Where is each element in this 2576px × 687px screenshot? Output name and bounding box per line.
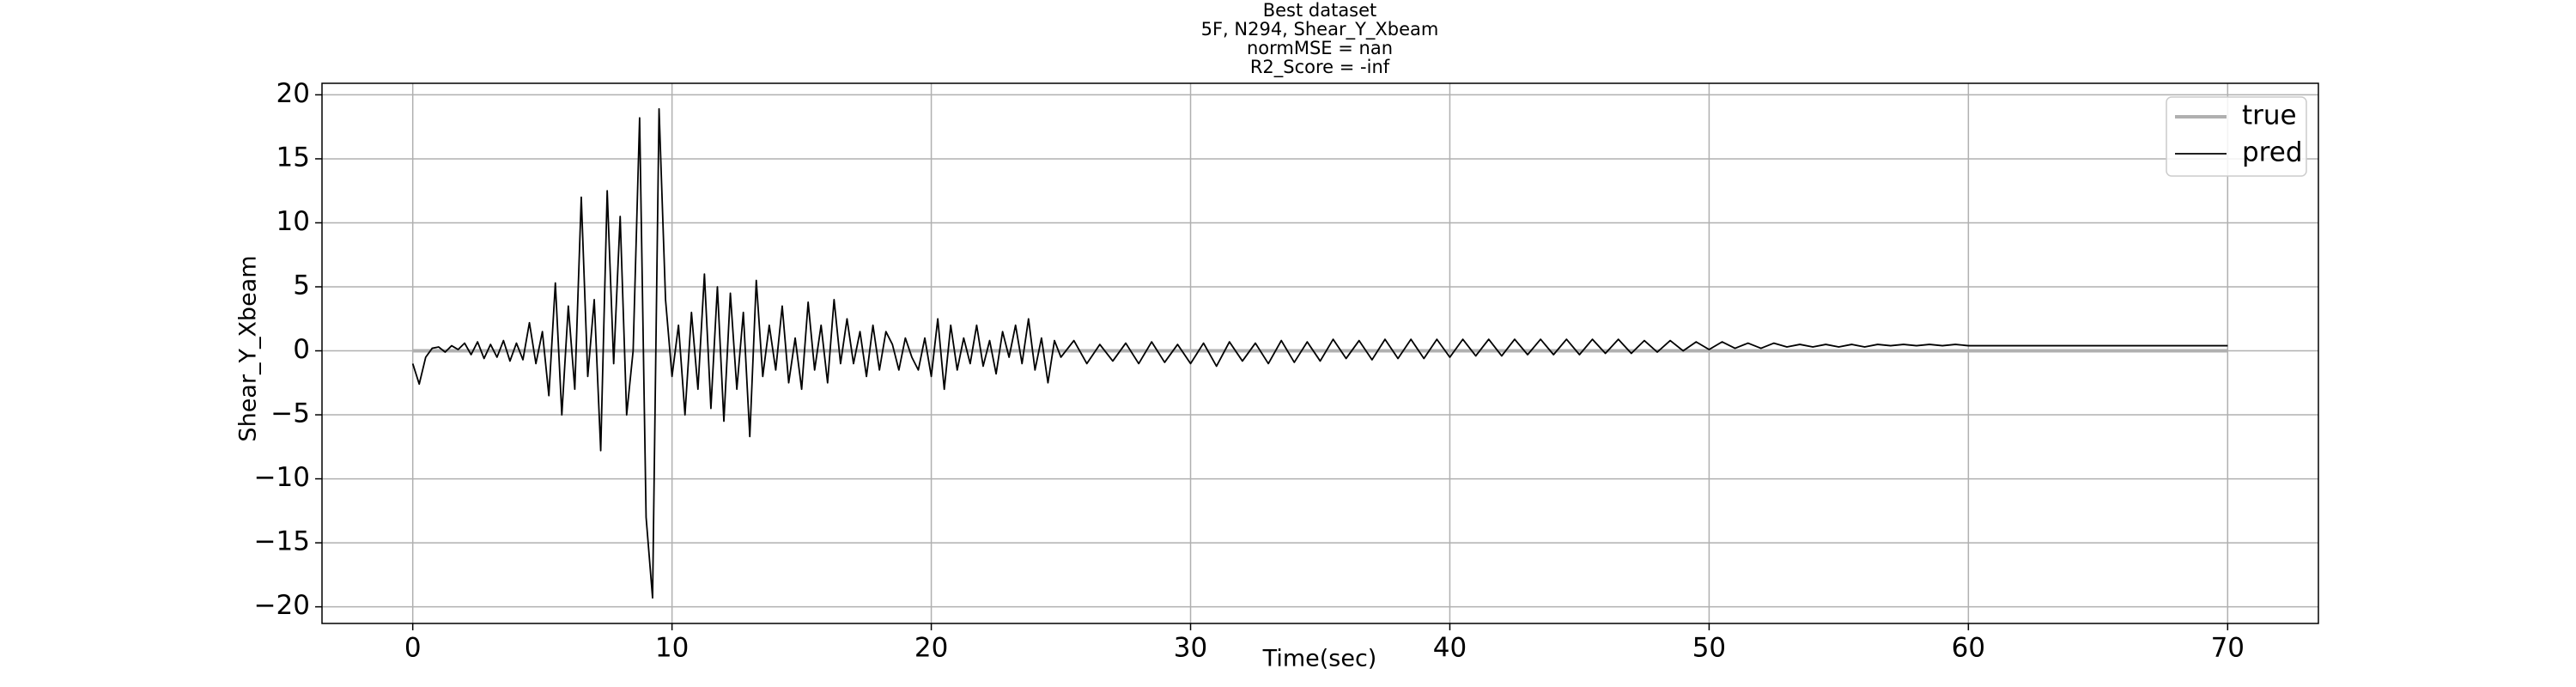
- x-tick-label: 0: [404, 633, 422, 664]
- y-tick-label: −15: [254, 526, 310, 557]
- x-tick-label: 70: [2211, 633, 2245, 664]
- y-tick-label: −10: [254, 462, 310, 493]
- x-tick-label: 20: [914, 633, 948, 664]
- legend-label: true: [2242, 100, 2297, 131]
- y-tick-label: 0: [293, 334, 310, 365]
- legend-label: pred: [2242, 137, 2303, 168]
- y-tick-label: 20: [276, 78, 310, 109]
- x-tick-label: 60: [1952, 633, 1985, 664]
- data-line: [411, 107, 2228, 599]
- chart-title: Best dataset: [1263, 0, 1377, 21]
- legend: true pred: [2166, 96, 2307, 177]
- y-tick-label: 5: [293, 270, 310, 301]
- y-tick-label: −20: [254, 590, 310, 621]
- y-tick-label: 15: [276, 142, 310, 173]
- y-tick-label: 10: [276, 206, 310, 237]
- chart-title: R2_Score = -inf: [1250, 57, 1390, 78]
- x-tick-label: 30: [1174, 633, 1207, 664]
- x-tick-label: 10: [655, 633, 689, 664]
- chart-title: 5F, N294, Shear_Y_Xbeam: [1201, 19, 1439, 40]
- chart-title: normMSE = nan: [1247, 38, 1393, 58]
- y-tick-label: −5: [270, 398, 310, 429]
- x-tick-label: 40: [1433, 633, 1467, 664]
- x-tick-label: 50: [1692, 633, 1726, 664]
- y-axis-label: Shear_Y_Xbeam: [235, 255, 262, 441]
- plot-frame: [321, 82, 2319, 624]
- x-axis-label: Time(sec): [1262, 646, 1377, 672]
